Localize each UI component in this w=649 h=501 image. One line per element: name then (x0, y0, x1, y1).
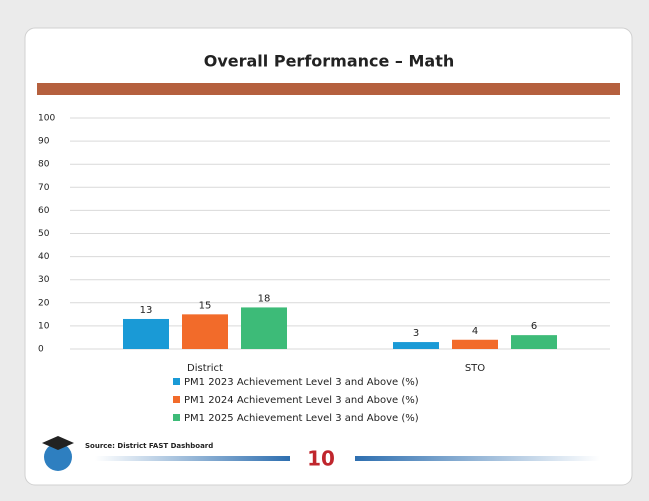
bar (511, 335, 557, 349)
data-label: 3 (413, 328, 419, 339)
legend-swatch (173, 378, 180, 385)
data-label: 18 (258, 293, 271, 304)
data-label: 6 (531, 321, 537, 332)
footer-line (355, 456, 600, 461)
y-tick-label: 10 (38, 321, 50, 331)
logo (42, 436, 74, 471)
y-tick-label: 0 (38, 345, 44, 355)
y-tick-label: 80 (38, 160, 50, 170)
chart-title: Overall Performance – Math (204, 52, 455, 71)
data-label: 4 (472, 326, 478, 337)
source: Source: District FAST Dashboard (85, 442, 213, 450)
x-tick-label: District (187, 363, 223, 374)
y-tick-label: 30 (38, 275, 50, 285)
page-number: 10 (307, 447, 335, 471)
legend-label: PM1 2024 Achievement Level 3 and Above (… (184, 395, 419, 406)
bar (123, 318, 169, 349)
legend-swatch (173, 396, 180, 403)
bar (452, 339, 498, 349)
y-tick-label: 20 (38, 298, 50, 308)
title-bar (37, 83, 620, 95)
data-label: 13 (140, 305, 153, 316)
legend-swatch (173, 414, 180, 421)
y-tick-label: 70 (38, 183, 50, 193)
bar (241, 307, 287, 349)
bar (393, 342, 439, 349)
y-tick-label: 40 (38, 252, 50, 262)
footer-line (95, 456, 290, 461)
y-tick-label: 90 (38, 137, 50, 147)
legend-label: PM1 2023 Achievement Level 3 and Above (… (184, 377, 419, 388)
y-tick-label: 60 (38, 206, 50, 216)
y-tick-label: 100 (38, 114, 55, 124)
legend-label: PM1 2025 Achievement Level 3 and Above (… (184, 413, 419, 424)
y-tick-label: 50 (38, 229, 50, 239)
data-label: 15 (199, 300, 212, 311)
x-tick-label: STO (465, 363, 485, 374)
bar (182, 314, 228, 349)
